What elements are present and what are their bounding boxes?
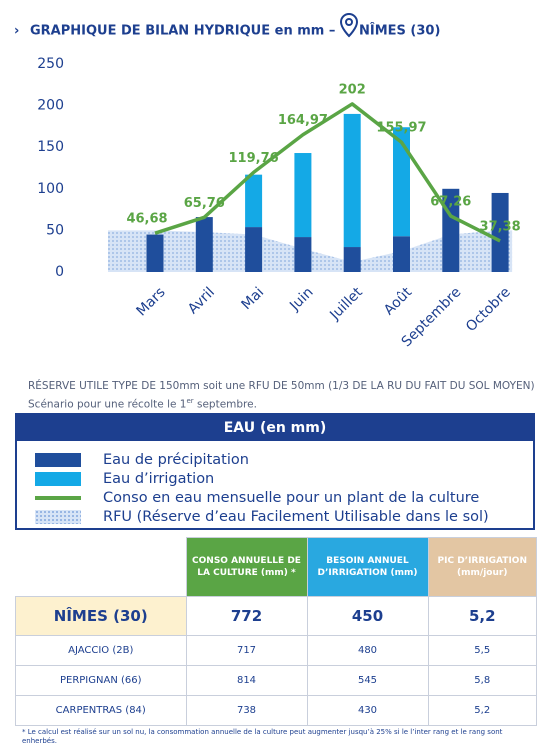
- cell: 5,8: [427, 665, 537, 696]
- cell: 717: [185, 635, 308, 666]
- legend-entry: Conso en eau mensuelle pour un plant de …: [35, 488, 479, 507]
- table-row: AJACCIO (2B) 717 480 5,5: [15, 635, 537, 666]
- y-tick-label: 0: [55, 264, 64, 280]
- legend-entry: Eau d’irrigation: [35, 469, 214, 488]
- footnote: * Le calcul est réalisé sur un sol nu, l…: [22, 728, 503, 745]
- bar: [393, 236, 410, 272]
- legend-swatch: [35, 471, 81, 486]
- data-label: 65,76: [184, 196, 225, 211]
- cell: AJACCIO (2B): [15, 635, 187, 666]
- y-tick-label: 200: [37, 98, 64, 114]
- note: Scénario pour une récolte le 1er septemb…: [28, 397, 257, 411]
- conso-line: [154, 102, 501, 243]
- legend-swatch: [35, 452, 81, 467]
- bar: [393, 127, 410, 237]
- cell: CARPENTRAS (84): [15, 695, 187, 726]
- x-tick-label: Août: [381, 284, 415, 318]
- bar: [343, 113, 361, 248]
- bar: [245, 227, 263, 272]
- chart-location: NÎMES (30): [359, 23, 440, 39]
- data-label: 67,26: [430, 195, 471, 210]
- bar: [343, 247, 361, 272]
- y-tick-label: 100: [37, 181, 64, 197]
- bar: [294, 237, 312, 272]
- legend-text: Conso en eau mensuelle pour un plant de …: [103, 489, 480, 506]
- note-text: septembre.: [193, 398, 257, 411]
- cell: 5,5: [427, 635, 537, 666]
- y-tick-label: 150: [37, 139, 64, 155]
- bar: [195, 217, 213, 272]
- legend-text: Eau d’irrigation: [103, 470, 215, 487]
- x-tick-label: Juin: [286, 284, 316, 314]
- legend-swatch: [35, 509, 81, 524]
- bar: [294, 153, 312, 238]
- x-tick-label: Avril: [185, 284, 218, 317]
- y-tick-label: 250: [37, 56, 64, 72]
- cell: 772: [185, 596, 308, 636]
- header-cell: CONSO ANNUELLE DE LA CULTURE (mm) *: [185, 537, 308, 597]
- bar: [245, 174, 263, 228]
- table-header: CONSO ANNUELLE DE LA CULTURE (mm) * BESO…: [16, 537, 537, 597]
- x-tick-label: Mai: [239, 284, 268, 313]
- cell: 480: [306, 635, 429, 666]
- cell: 738: [185, 695, 308, 726]
- chart-title: GRAPHIQUE DE BILAN HYDRIQUE en mm –: [30, 24, 335, 39]
- cell: 450: [306, 596, 429, 636]
- chart: › GRAPHIQUE DE BILAN HYDRIQUE en mm – NÎ…: [14, 13, 521, 350]
- data-label: 37,38: [480, 219, 521, 234]
- data-label: 164,97: [278, 113, 328, 128]
- note-sup: er: [186, 397, 194, 405]
- cell: 430: [306, 695, 429, 726]
- x-tick-label: Juillet: [326, 284, 366, 324]
- blank-cell: [16, 538, 187, 597]
- table-row: NÎMES (30) 772 450 5,2: [15, 596, 537, 636]
- y-tick-label: 50: [46, 222, 64, 238]
- data-label: 202: [339, 82, 366, 97]
- legend-entry: Eau de précipitation: [35, 450, 249, 469]
- legend: EAU (en mm) Eau de précipitation Eau d’ir…: [15, 413, 535, 530]
- x-tick-label: Mars: [134, 284, 169, 319]
- header-cell: BESOIN ANNUEL D’IRRIGATION (mm): [306, 537, 429, 597]
- cell: 814: [185, 665, 308, 696]
- data-label: 155,97: [376, 121, 426, 136]
- data-label: 46,68: [126, 212, 167, 227]
- data-label: 119,76: [229, 151, 279, 166]
- cell: NÎMES (30): [15, 596, 187, 636]
- bar: [146, 234, 164, 272]
- x-tick-label: Octobre: [463, 284, 514, 335]
- note: RÉSERVE UTILE TYPE DE 150mm soit une RFU…: [28, 380, 535, 392]
- legend-swatch: [35, 495, 81, 500]
- legend-text: Eau de précipitation: [103, 451, 249, 468]
- cell: 5,2: [427, 596, 537, 636]
- cell: 5,2: [427, 695, 537, 726]
- note-text: Scénario pour une récolte le 1: [28, 398, 187, 411]
- table-row: CARPENTRAS (84) 738 430 5,2: [15, 695, 537, 726]
- legend-entry: RFU (Réserve d’eau Facilement Utilisable…: [35, 507, 489, 526]
- bar: [491, 192, 509, 272]
- table-row: PERPIGNAN (66) 814 545 5,8: [15, 665, 537, 696]
- cell: 545: [306, 665, 429, 696]
- table: CONSO ANNUELLE DE LA CULTURE (mm) * BESO…: [15, 537, 537, 726]
- title-arrow: ›: [14, 24, 19, 39]
- legend-title: EAU (en mm): [17, 415, 533, 441]
- cell: PERPIGNAN (66): [15, 665, 187, 696]
- header-cell: PIC D’IRRIGATION (mm/jour): [427, 537, 537, 597]
- legend-text: RFU (Réserve d’eau Facilement Utilisable…: [103, 508, 489, 525]
- pin-icon: [339, 13, 359, 38]
